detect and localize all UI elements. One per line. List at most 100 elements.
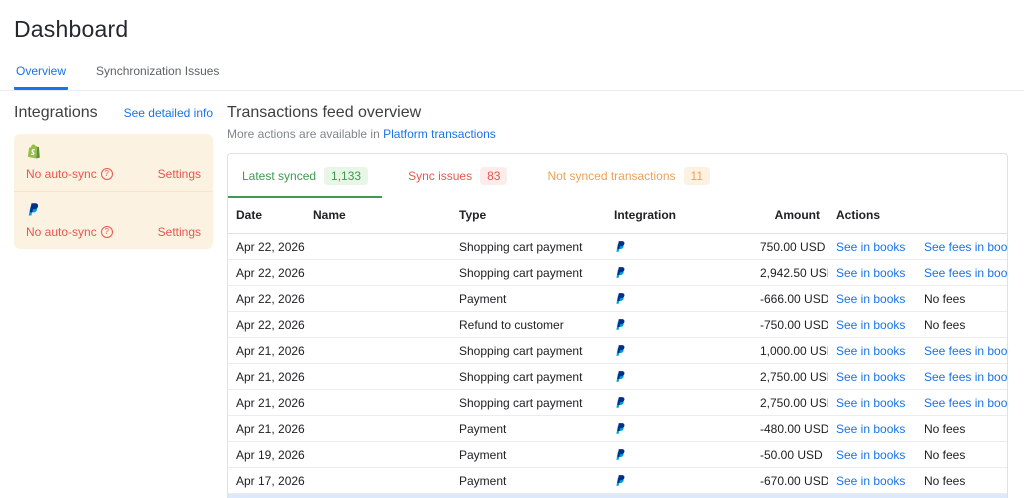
cell-amount: 2,750.00 USD <box>752 363 828 390</box>
cell-type: Shopping cart payment <box>451 337 606 364</box>
tab-synchronization-issues[interactable]: Synchronization Issues <box>96 64 220 78</box>
cell-integration <box>606 311 752 338</box>
feed-heading: Transactions feed overview <box>227 104 422 121</box>
cell-amount: 2,942.50 USD <box>752 259 828 286</box>
integrations-card: No auto-sync ? Settings No auto-sync <box>14 134 213 249</box>
cell-integration <box>606 363 752 390</box>
cell-name <box>305 467 451 494</box>
integrations-panel: Integrations See detailed info No auto-s… <box>14 104 213 249</box>
see-in-books-link[interactable]: See in books <box>828 389 916 416</box>
no-fees-label: No fees <box>916 441 1007 468</box>
table-row: Apr 21, 2026 Shopping cart payment 2,750… <box>228 363 1007 390</box>
cell-date: Apr 21, 2026 <box>228 337 305 364</box>
see-in-books-link[interactable]: See in books <box>828 441 916 468</box>
fees-action[interactable]: See fees in books <box>916 233 1007 260</box>
see-in-books-link[interactable]: See in books <box>828 467 916 494</box>
no-fees-label: No fees <box>916 415 1007 442</box>
table-row: Apr 19, 2026 Payment -50.00 USD See in b… <box>228 441 1007 468</box>
feed-subtext: More actions are available in Platform t… <box>227 127 496 141</box>
cell-name <box>305 285 451 312</box>
table-row: Apr 22, 2026 Shopping cart payment 2,942… <box>228 259 1007 286</box>
table-row: Apr 21, 2026 Payment -480.00 USD See in … <box>228 415 1007 442</box>
col-integration: Integration <box>606 198 752 234</box>
see-in-books-link[interactable]: See in books <box>828 285 916 312</box>
fees-action[interactable]: See fees in books <box>916 337 1007 364</box>
integrations-heading: Integrations <box>14 104 98 121</box>
paypal-settings-link[interactable]: Settings <box>157 225 201 239</box>
cell-integration <box>606 415 752 442</box>
cell-name <box>305 233 451 260</box>
cell-name <box>305 259 451 286</box>
page-title: Dashboard <box>14 16 129 42</box>
col-actions: Actions <box>828 198 1007 234</box>
see-in-books-link[interactable]: See in books <box>828 337 916 364</box>
see-detailed-info-link[interactable]: See detailed info <box>123 106 213 120</box>
cell-integration <box>606 467 752 494</box>
no-fees-label: No fees <box>916 285 1007 312</box>
cell-name <box>305 337 451 364</box>
transactions-table: Date Name Type Integration Amount Action… <box>228 198 1007 494</box>
cell-amount: -670.00 USD <box>752 467 828 494</box>
col-amount: Amount <box>752 198 828 234</box>
cell-date: Apr 21, 2026 <box>228 389 305 416</box>
cell-date: Apr 19, 2026 <box>228 441 305 468</box>
cell-name <box>305 441 451 468</box>
help-question-icon[interactable]: ? <box>100 168 113 180</box>
see-in-books-link[interactable]: See in books <box>828 259 916 286</box>
cell-integration <box>606 441 752 468</box>
transactions-card: Latest synced 1,133 Sync issues 83 Not s… <box>227 153 1008 498</box>
page-tabs-bar: Overview Synchronization Issues <box>0 58 1024 91</box>
table-row: Apr 22, 2026 Payment -666.00 USD See in … <box>228 285 1007 312</box>
cell-type: Payment <box>451 441 606 468</box>
tab-overview[interactable]: Overview <box>14 58 69 90</box>
filter-tabs: Latest synced 1,133 Sync issues 83 Not s… <box>228 154 1007 198</box>
filter-not-synced[interactable]: Not synced transactions 11 <box>533 154 724 198</box>
table-row: Apr 17, 2026 Payment -670.00 USD See in … <box>228 467 1007 494</box>
cell-name <box>305 363 451 390</box>
cell-amount: 1,000.00 USD <box>752 337 828 364</box>
page-header: Dashboard <box>0 0 1024 43</box>
cell-type: Shopping cart payment <box>451 259 606 286</box>
fees-action[interactable]: See fees in books <box>916 259 1007 286</box>
see-in-books-link[interactable]: See in books <box>828 311 916 338</box>
platform-transactions-link[interactable]: Platform transactions <box>383 127 496 141</box>
cell-type: Payment <box>451 467 606 494</box>
paypal-icon <box>26 201 201 218</box>
cell-amount: -666.00 USD <box>752 285 828 312</box>
see-in-books-link[interactable]: See in books <box>828 233 916 260</box>
table-row: Apr 21, 2026 Shopping cart payment 2,750… <box>228 389 1007 416</box>
paypal-icon <box>614 369 744 384</box>
cell-amount: 750.00 USD <box>752 233 828 260</box>
filter-sync-issues[interactable]: Sync issues 83 <box>394 154 521 198</box>
col-name: Name <box>305 198 451 234</box>
fees-action[interactable]: See fees in books <box>916 389 1007 416</box>
table-row: Apr 22, 2026 Shopping cart payment 750.0… <box>228 233 1007 260</box>
fees-action[interactable]: See fees in books <box>916 363 1007 390</box>
cell-amount: -750.00 USD <box>752 311 828 338</box>
cell-date: Apr 22, 2026 <box>228 259 305 286</box>
shopify-icon <box>26 143 201 160</box>
view-all-transactions-button[interactable]: View all imported transactions <box>228 494 1007 498</box>
paypal-icon <box>614 447 744 462</box>
table-header: Date Name Type Integration Amount Action… <box>228 198 1007 234</box>
cell-type: Shopping cart payment <box>451 233 606 260</box>
help-question-icon[interactable]: ? <box>100 226 113 238</box>
cell-date: Apr 17, 2026 <box>228 467 305 494</box>
cell-integration <box>606 337 752 364</box>
cell-type: Refund to customer <box>451 311 606 338</box>
paypal-icon <box>614 291 744 306</box>
shopify-settings-link[interactable]: Settings <box>157 167 201 181</box>
table-row: Apr 21, 2026 Shopping cart payment 1,000… <box>228 337 1007 364</box>
cell-name <box>305 311 451 338</box>
filter-latest-synced[interactable]: Latest synced 1,133 <box>228 154 383 198</box>
see-in-books-link[interactable]: See in books <box>828 415 916 442</box>
latest-synced-count-badge: 1,133 <box>324 167 369 185</box>
see-in-books-link[interactable]: See in books <box>828 363 916 390</box>
cell-date: Apr 22, 2026 <box>228 285 305 312</box>
col-date: Date <box>228 198 305 234</box>
transactions-tbody: Apr 22, 2026 Shopping cart payment 750.0… <box>228 233 1007 494</box>
cell-integration <box>606 259 752 286</box>
col-type: Type <box>451 198 606 234</box>
cell-type: Payment <box>451 415 606 442</box>
integration-item-shopify: No auto-sync ? Settings <box>14 134 213 191</box>
